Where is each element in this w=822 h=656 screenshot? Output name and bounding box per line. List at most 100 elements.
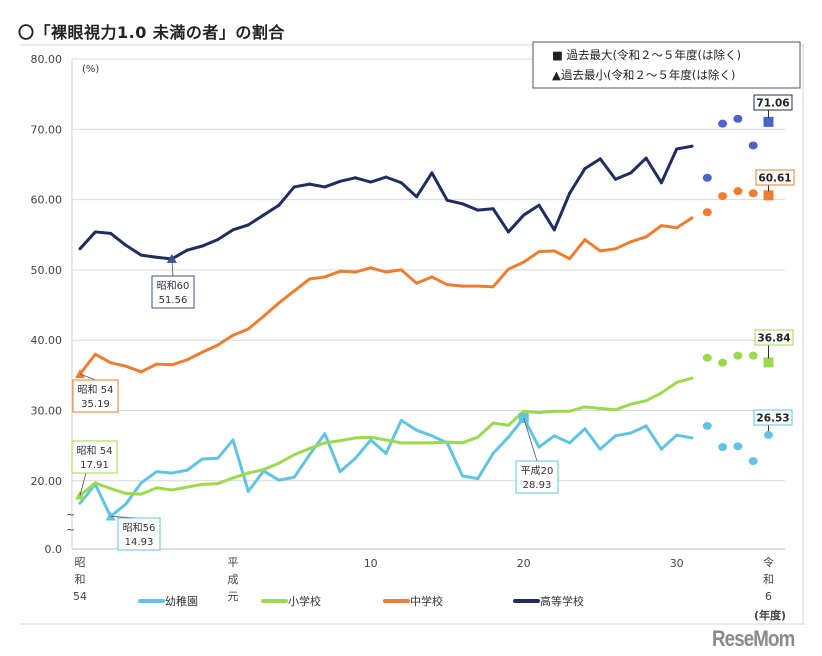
data-point [552,228,556,232]
chart-title: 〇「裸眼視力1.0 未満の者」の割合 [18,23,285,42]
data-point [445,440,449,444]
data-point [155,486,158,490]
x-axis-label: (年度) [754,608,786,622]
series-line-小学校 [79,376,693,497]
x-tick-label: 和 [763,573,774,586]
data-point [476,208,480,212]
data-point [399,181,403,185]
x-tick-label: 6 [765,590,772,603]
data-point [461,441,464,445]
data-point [308,446,311,450]
data-point [522,260,526,264]
x-tick-label: 成 [228,573,239,586]
data-point [675,433,679,437]
data-point [598,406,602,410]
callout-leader [171,258,174,277]
data-point [384,270,388,274]
data-point [170,471,174,475]
y-tick-label: 40.00 [31,334,63,347]
data-point [338,470,342,474]
latest-value-label: 60.61 [758,173,791,185]
data-point [200,350,204,354]
data-point [690,144,694,148]
data-point [216,456,220,460]
data-point [353,176,357,180]
data-point [200,457,204,461]
data-point [583,427,587,431]
data-point [384,451,388,455]
data-point [506,423,510,427]
data-point [644,235,648,239]
data-point [675,147,679,151]
data-point [537,411,541,415]
data-point [430,171,434,175]
data-point [614,408,617,412]
dot-point [748,351,758,360]
data-point [353,436,357,440]
data-point [522,409,526,413]
data-point [461,284,464,288]
callout-era: 平成20 [521,465,554,477]
data-point [522,213,526,217]
callout-era: 昭和 54 [77,445,113,457]
data-point [353,456,357,460]
dot-point [718,358,728,367]
data-point [124,243,128,247]
data-point [598,249,602,253]
callout-box [151,275,195,309]
legend-label: 高等学校 [540,594,584,608]
callout-value: 28.93 [523,480,552,491]
data-point [675,380,679,384]
y-tick-label: 20.00 [31,475,63,488]
data-point [430,275,434,279]
data-point [185,485,189,489]
callout-box [754,329,794,346]
data-point [629,402,633,406]
data-point [614,247,617,251]
data-point [308,182,311,186]
callout-box [117,517,161,551]
data-point [537,203,541,207]
data-point [338,179,342,183]
data-point [461,474,464,478]
data-point [155,362,158,366]
data-point [338,439,342,443]
legend-box-entry: ■ 過去最大(令和２～５年度(は除く) [552,48,741,62]
data-point [277,478,281,482]
data-point [369,266,373,270]
dot-point [733,351,743,360]
data-point [598,157,602,161]
data-point [476,477,480,481]
data-point [675,226,679,230]
data-point [185,468,189,472]
y-tick-label: 80.00 [31,53,63,66]
resemom-logo: ReseMom [712,626,795,651]
data-point [568,257,572,261]
latest-max-square [763,190,774,201]
callout-leader [79,373,96,381]
data-point [629,171,633,175]
callout-box [71,440,118,474]
data-point [644,424,648,428]
callout-era: 昭和56 [123,522,156,534]
data-point [124,502,128,506]
data-point [185,358,189,362]
data-point [491,285,495,289]
data-point [338,269,342,273]
data-point [124,491,128,495]
data-point [277,203,281,207]
data-point [308,453,311,457]
x-tick-label: 和 [75,573,86,586]
data-point [369,435,373,439]
data-point [216,343,220,347]
x-tick-label: 昭 [75,556,86,569]
data-point [690,436,694,440]
x-tick-label: 平 [228,556,239,569]
dot-point [733,442,743,451]
latest-max-square [763,357,774,368]
data-point [461,202,464,206]
data-point [109,231,113,235]
data-point [200,244,204,248]
data-point [690,216,694,220]
